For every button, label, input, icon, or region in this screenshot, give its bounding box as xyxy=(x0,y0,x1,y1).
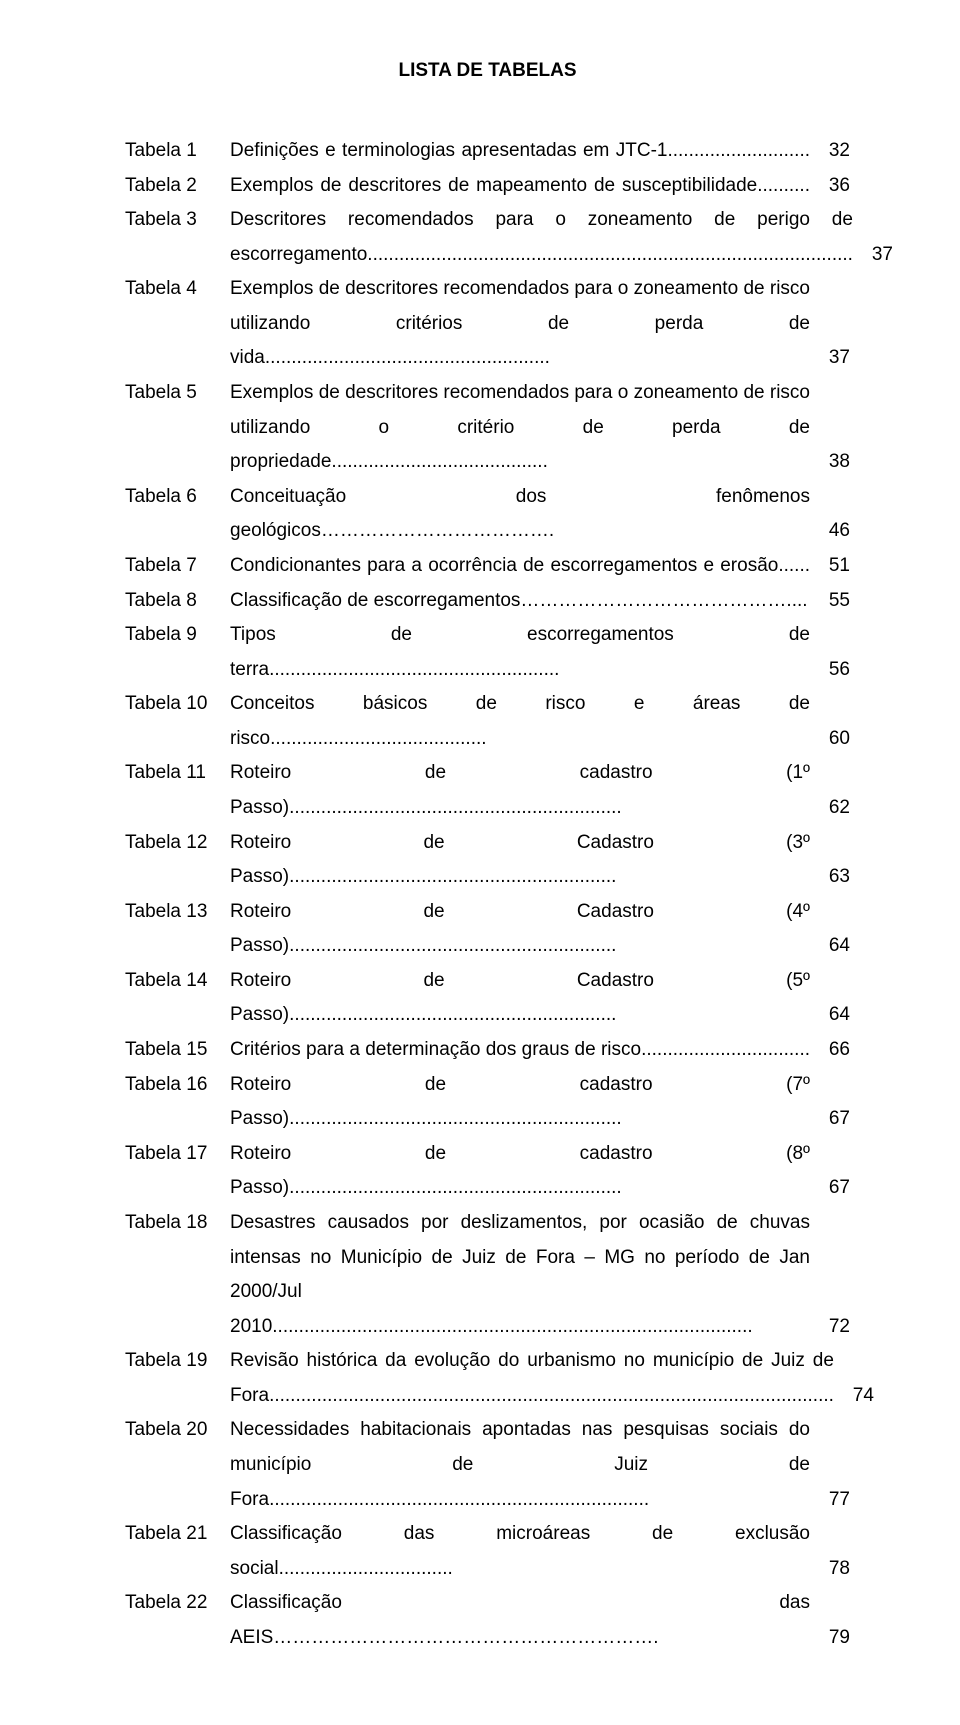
table-row: Tabela 9Tipos de escorregamentos de terr… xyxy=(125,618,850,687)
table-row: Tabela 16Roteiro de cadastro (7º Passo).… xyxy=(125,1068,850,1137)
row-description: Exemplos de descritores de mapeamento de… xyxy=(230,169,818,204)
row-description: Exemplos de descritores recomendados par… xyxy=(230,376,818,480)
row-page: 78 xyxy=(818,1552,850,1587)
table-row: Tabela 21Classificação das microáreas de… xyxy=(125,1517,850,1586)
row-label: Tabela 16 xyxy=(125,1068,230,1103)
row-description: Tipos de escorregamentos de terra.......… xyxy=(230,618,818,687)
row-page: 67 xyxy=(818,1171,850,1206)
row-page: 63 xyxy=(818,860,850,895)
table-row: Tabela 2Exemplos de descritores de mapea… xyxy=(125,169,850,204)
row-label: Tabela 21 xyxy=(125,1517,230,1552)
row-page: 56 xyxy=(818,653,850,688)
row-description: Exemplos de descritores recomendados par… xyxy=(230,272,818,376)
table-row: Tabela 1Definições e terminologias apres… xyxy=(125,134,850,169)
row-label: Tabela 8 xyxy=(125,584,230,619)
table-row: Tabela 13Roteiro de Cadastro (4º Passo).… xyxy=(125,895,850,964)
row-page: 77 xyxy=(818,1483,850,1518)
row-description: Conceitos básicos de risco e áreas de ri… xyxy=(230,687,818,756)
row-label: Tabela 15 xyxy=(125,1033,230,1068)
row-label: Tabela 3 xyxy=(125,203,230,238)
table-row: Tabela 18Desastres causados por deslizam… xyxy=(125,1206,850,1344)
row-description: Necessidades habitacionais apontadas nas… xyxy=(230,1413,818,1517)
table-row: Tabela 10Conceitos básicos de risco e ár… xyxy=(125,687,850,756)
table-list: Tabela 1Definições e terminologias apres… xyxy=(125,134,850,1655)
row-description: Roteiro de Cadastro (5º Passo)..........… xyxy=(230,964,818,1033)
table-row: Tabela 17Roteiro de cadastro (8º Passo).… xyxy=(125,1137,850,1206)
row-label: Tabela 2 xyxy=(125,169,230,204)
row-description: Definições e terminologias apresentadas … xyxy=(230,134,818,169)
row-label: Tabela 18 xyxy=(125,1206,230,1241)
row-description: Roteiro de Cadastro (3º Passo)..........… xyxy=(230,826,818,895)
row-label: Tabela 1 xyxy=(125,134,230,169)
row-description: Revisão histórica da evolução do urbanis… xyxy=(230,1344,842,1413)
row-page: 62 xyxy=(818,791,850,826)
row-description: Roteiro de cadastro (7º Passo)..........… xyxy=(230,1068,818,1137)
row-description: Roteiro de cadastro (8º Passo)..........… xyxy=(230,1137,818,1206)
row-page: 37 xyxy=(861,238,893,273)
table-row: Tabela 14Roteiro de Cadastro (5º Passo).… xyxy=(125,964,850,1033)
row-label: Tabela 17 xyxy=(125,1137,230,1172)
row-page: 37 xyxy=(818,341,850,376)
row-page: 55 xyxy=(818,584,850,619)
table-row: Tabela 7Condicionantes para a ocorrência… xyxy=(125,549,850,584)
row-page: 60 xyxy=(818,722,850,757)
row-label: Tabela 14 xyxy=(125,964,230,999)
row-label: Tabela 5 xyxy=(125,376,230,411)
row-page: 72 xyxy=(818,1310,850,1345)
row-label: Tabela 4 xyxy=(125,272,230,307)
row-label: Tabela 22 xyxy=(125,1586,230,1621)
row-label: Tabela 12 xyxy=(125,826,230,861)
row-page: 32 xyxy=(818,134,850,169)
row-description: Roteiro de cadastro (1º Passo)..........… xyxy=(230,756,818,825)
row-page: 74 xyxy=(842,1379,874,1414)
table-row: Tabela 3Descritores recomendados para o … xyxy=(125,203,850,272)
row-label: Tabela 10 xyxy=(125,687,230,722)
row-label: Tabela 20 xyxy=(125,1413,230,1448)
table-row: Tabela 5Exemplos de descritores recomend… xyxy=(125,376,850,480)
row-page: 64 xyxy=(818,998,850,1033)
row-label: Tabela 19 xyxy=(125,1344,230,1379)
row-page: 38 xyxy=(818,445,850,480)
row-description: Classificação das AEIS………………………………………………… xyxy=(230,1586,818,1655)
row-page: 51 xyxy=(818,549,850,584)
row-page: 79 xyxy=(818,1621,850,1656)
row-description: Descritores recomendados para o zoneamen… xyxy=(230,203,861,272)
row-description: Classificação das microáreas de exclusão… xyxy=(230,1517,818,1586)
row-label: Tabela 6 xyxy=(125,480,230,515)
row-description: Critérios para a determinação dos graus … xyxy=(230,1033,818,1068)
table-row: Tabela 15Critérios para a determinação d… xyxy=(125,1033,850,1068)
page-title: LISTA DE TABELAS xyxy=(125,60,850,82)
row-label: Tabela 9 xyxy=(125,618,230,653)
table-row: Tabela 8Classificação de escorregamentos… xyxy=(125,584,850,619)
table-row: Tabela 19Revisão histórica da evolução d… xyxy=(125,1344,850,1413)
row-description: Condicionantes para a ocorrência de esco… xyxy=(230,549,818,584)
row-label: Tabela 13 xyxy=(125,895,230,930)
table-row: Tabela 6Conceituação dos fenômenos geoló… xyxy=(125,480,850,549)
table-row: Tabela 12Roteiro de Cadastro (3º Passo).… xyxy=(125,826,850,895)
row-description: Conceituação dos fenômenos geológicos………… xyxy=(230,480,818,549)
table-row: Tabela 22Classificação das AEIS………………………… xyxy=(125,1586,850,1655)
row-description: Roteiro de Cadastro (4º Passo)..........… xyxy=(230,895,818,964)
row-label: Tabela 11 xyxy=(125,756,230,791)
row-label: Tabela 7 xyxy=(125,549,230,584)
table-row: Tabela 4Exemplos de descritores recomend… xyxy=(125,272,850,376)
row-page: 46 xyxy=(818,514,850,549)
row-page: 36 xyxy=(818,169,850,204)
row-page: 67 xyxy=(818,1102,850,1137)
table-row: Tabela 20Necessidades habitacionais apon… xyxy=(125,1413,850,1517)
row-page: 66 xyxy=(818,1033,850,1068)
row-page: 64 xyxy=(818,929,850,964)
row-description: Desastres causados por deslizamentos, po… xyxy=(230,1206,818,1344)
table-row: Tabela 11Roteiro de cadastro (1º Passo).… xyxy=(125,756,850,825)
row-description: Classificação de escorregamentos……………………… xyxy=(230,584,818,619)
